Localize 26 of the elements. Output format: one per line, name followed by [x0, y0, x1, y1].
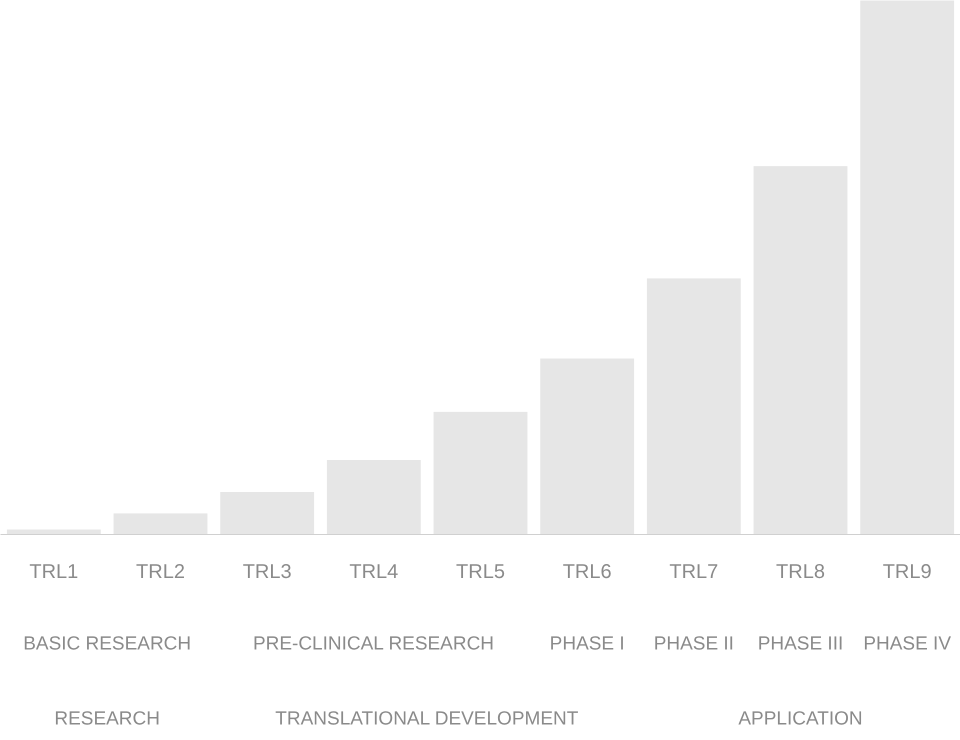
text: PHASE I: [550, 633, 625, 654]
bar: [540, 358, 634, 535]
x-tick-label: TRL7: [669, 561, 718, 584]
x-tick-label: TRL6: [562, 561, 612, 584]
text: TRANSLATIONAL DEVELOPMENT: [275, 708, 579, 730]
bar: [646, 278, 741, 535]
text: RESEARCH: [54, 708, 160, 730]
bar: [754, 166, 848, 535]
x-tick-label: TRL4: [349, 561, 398, 584]
x-tick-label: TRL3: [242, 561, 292, 584]
x-tick-label: TRL8: [776, 561, 825, 584]
bar: [860, 0, 954, 535]
text: PRE-CLINICAL RESEARCH: [252, 633, 494, 654]
bar: [434, 412, 528, 535]
text: BASIC RESEARCH: [23, 633, 192, 654]
bar: [114, 513, 208, 535]
text: APPLICATION: [738, 708, 863, 730]
bar: [326, 460, 421, 535]
x-tick-label: TRL5: [456, 561, 505, 584]
bar: [220, 492, 314, 535]
text: PHASE II: [654, 633, 734, 654]
x-tick-label: TRL2: [136, 561, 185, 584]
x-tick-label: TRL9: [882, 561, 932, 584]
x-tick-label: TRL1: [29, 561, 78, 584]
text: PHASE IV: [863, 633, 952, 654]
text: PHASE III: [758, 633, 844, 654]
